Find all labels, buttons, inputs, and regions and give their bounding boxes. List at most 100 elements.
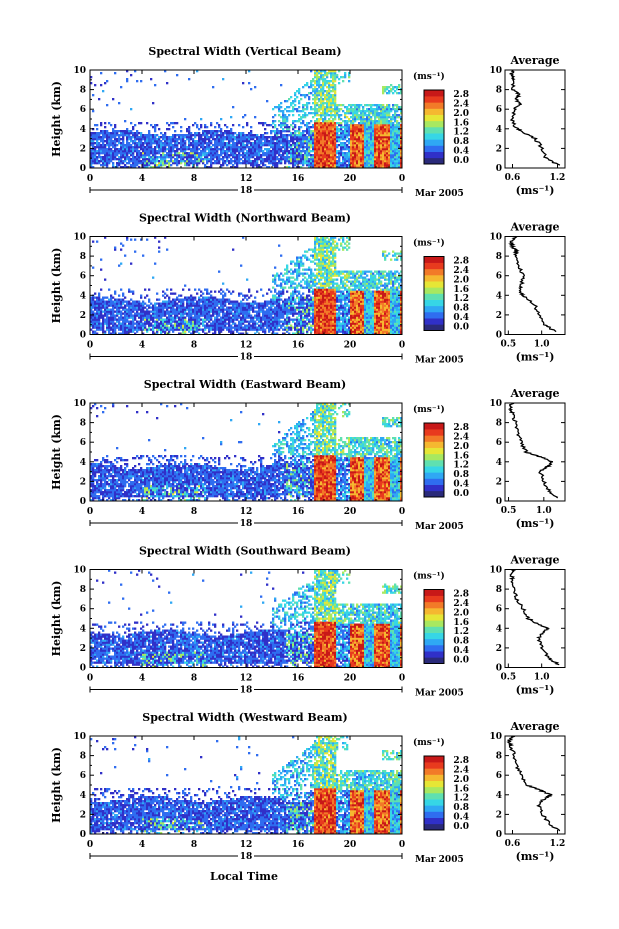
heatmap-cell (164, 140, 167, 143)
heatmap-cell (242, 308, 245, 311)
heatmap-cell (350, 164, 353, 167)
heatmap-cell (358, 152, 361, 155)
heatmap-cell (334, 108, 337, 111)
heatmap-cell (180, 138, 183, 141)
heatmap-cell (374, 124, 377, 127)
heatmap-cell (200, 310, 203, 313)
heatmap-cell (256, 160, 259, 163)
heatmap-cell (328, 104, 331, 107)
heatmap-cell (198, 140, 201, 143)
heatmap-cell (92, 156, 95, 159)
heatmap-cell (172, 162, 175, 165)
heatmap-cell (342, 134, 345, 137)
heatmap-cell (312, 130, 315, 133)
heatmap-cell (360, 148, 363, 151)
colorbar-swatch (424, 96, 444, 103)
heatmap-cell (322, 78, 325, 81)
heatmap-cell (394, 108, 397, 111)
heatmap-cell (214, 290, 217, 293)
heatmap-cell (178, 138, 181, 141)
heatmap-cell (292, 140, 295, 143)
heatmap-cell (330, 106, 333, 109)
heatmap-cell (104, 150, 107, 153)
heatmap-cell (148, 148, 151, 151)
heatmap-cell (254, 164, 257, 167)
heatmap-cell (372, 104, 375, 107)
heatmap-cell (314, 90, 317, 93)
heatmap-cell (210, 298, 213, 301)
heatmap-cell (216, 320, 219, 323)
heatmap-cell (272, 136, 275, 139)
heatmap-cell (182, 316, 185, 319)
heatmap-cell (294, 150, 297, 153)
heatmap-cell (382, 150, 385, 153)
heatmap-cell (154, 138, 157, 141)
heatmap-cell (358, 108, 361, 111)
heatmap-cell (398, 132, 401, 135)
heatmap-cell (158, 148, 161, 151)
heatmap-cell (316, 98, 319, 101)
heatmap-cell (330, 166, 333, 169)
heatmap-cell (334, 136, 337, 139)
heatmap-cell (384, 90, 387, 93)
heatmap-cell (366, 132, 369, 135)
heatmap-cell (178, 308, 181, 311)
heatmap-cell (112, 166, 115, 169)
heatmap-cell (132, 158, 135, 161)
heatmap-cell (338, 138, 341, 141)
heatmap-cell (134, 300, 137, 303)
heatmap-cell (134, 322, 137, 325)
heatmap-cell (228, 130, 231, 133)
heatmap-cell (126, 80, 129, 83)
heatmap-cell (186, 314, 189, 317)
heatmap-cell (358, 144, 361, 147)
heatmap-cell (256, 140, 259, 143)
heatmap-cell (276, 156, 279, 159)
heatmap-cell (374, 158, 377, 161)
heatmap-cell (136, 144, 139, 147)
heatmap-cell (144, 316, 147, 319)
heatmap-cell (340, 122, 343, 125)
heatmap-cell (204, 316, 207, 319)
heatmap-cell (336, 104, 339, 107)
heatmap-cell (248, 310, 251, 313)
heatmap-cell (342, 144, 345, 147)
heatmap-cell (324, 142, 327, 145)
heatmap-cell (116, 162, 119, 165)
heatmap-cell (106, 148, 109, 151)
heatmap-cell (346, 156, 349, 159)
heatmap-cell (322, 130, 325, 133)
heatmap-cell (136, 160, 139, 163)
heatmap-cell (166, 300, 169, 303)
heatmap-cell (176, 134, 179, 137)
heatmap-cell (388, 150, 391, 153)
heatmap-cell (214, 130, 217, 133)
heatmap-cell (90, 140, 93, 143)
heatmap-cell (204, 296, 207, 299)
heatmap-cell (210, 146, 213, 149)
heatmap-cell (98, 298, 101, 301)
heatmap-cell (154, 130, 157, 133)
heatmap-cell (166, 152, 169, 155)
heatmap-cell (132, 308, 135, 311)
heatmap-cell (318, 156, 321, 159)
heatmap-cell (272, 152, 275, 155)
heatmap-cell (286, 144, 289, 147)
heatmap-cell (130, 122, 133, 125)
heatmap-cell (228, 144, 231, 147)
heatmap-cell (132, 318, 135, 321)
heatmap-cell (392, 86, 395, 89)
heatmap-cell (390, 138, 393, 141)
heatmap-cell (392, 166, 395, 169)
heatmap-cell (154, 164, 157, 167)
heatmap-cell (244, 310, 247, 313)
heatmap-cell (218, 318, 221, 321)
heatmap-cell (98, 294, 101, 297)
heatmap-cell (256, 138, 259, 141)
heatmap-cell (106, 164, 109, 167)
heatmap-cell (254, 134, 257, 137)
heatmap-cell (228, 312, 231, 315)
heatmap-cell (106, 132, 109, 135)
heatmap-cell (182, 326, 185, 329)
heatmap-cell (152, 126, 155, 129)
